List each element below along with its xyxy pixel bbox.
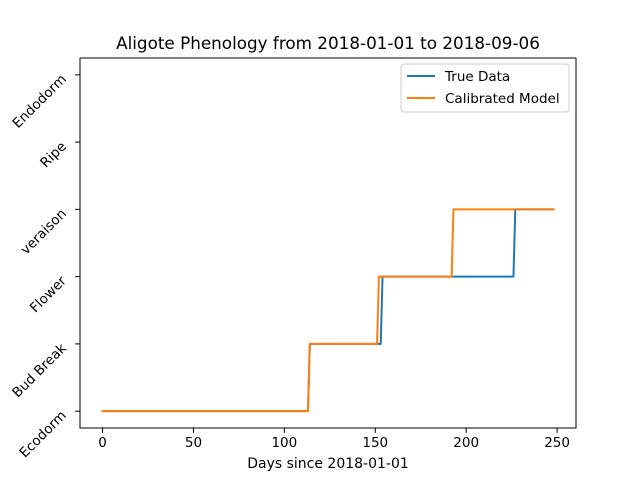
plot-area: [79, 57, 577, 429]
x-tick-label: 200: [453, 435, 479, 451]
axes-spines: [79, 57, 577, 429]
legend-label: Calibrated Model: [445, 91, 560, 107]
legend-box: [400, 63, 570, 113]
legend-label: True Data: [444, 69, 510, 85]
x-axis: 0 50 100 150 200 250: [98, 428, 570, 451]
chart-title: Aligote Phenology from 2018-01-01 to 201…: [116, 33, 540, 53]
x-tick-label: 50: [185, 435, 202, 451]
legend: True Data Calibrated Model: [400, 63, 570, 113]
x-tick-label: 100: [271, 435, 297, 451]
axes-background: [80, 58, 576, 428]
x-tick-label: 150: [362, 435, 388, 451]
x-tick-label: 0: [98, 435, 107, 451]
series-line-calibrated-model: [101, 208, 555, 413]
x-tick-label: 250: [544, 435, 570, 451]
series-layer: [101, 208, 555, 413]
axes-frame: [79, 57, 577, 429]
x-axis-label: Days since 2018-01-01: [247, 456, 409, 472]
